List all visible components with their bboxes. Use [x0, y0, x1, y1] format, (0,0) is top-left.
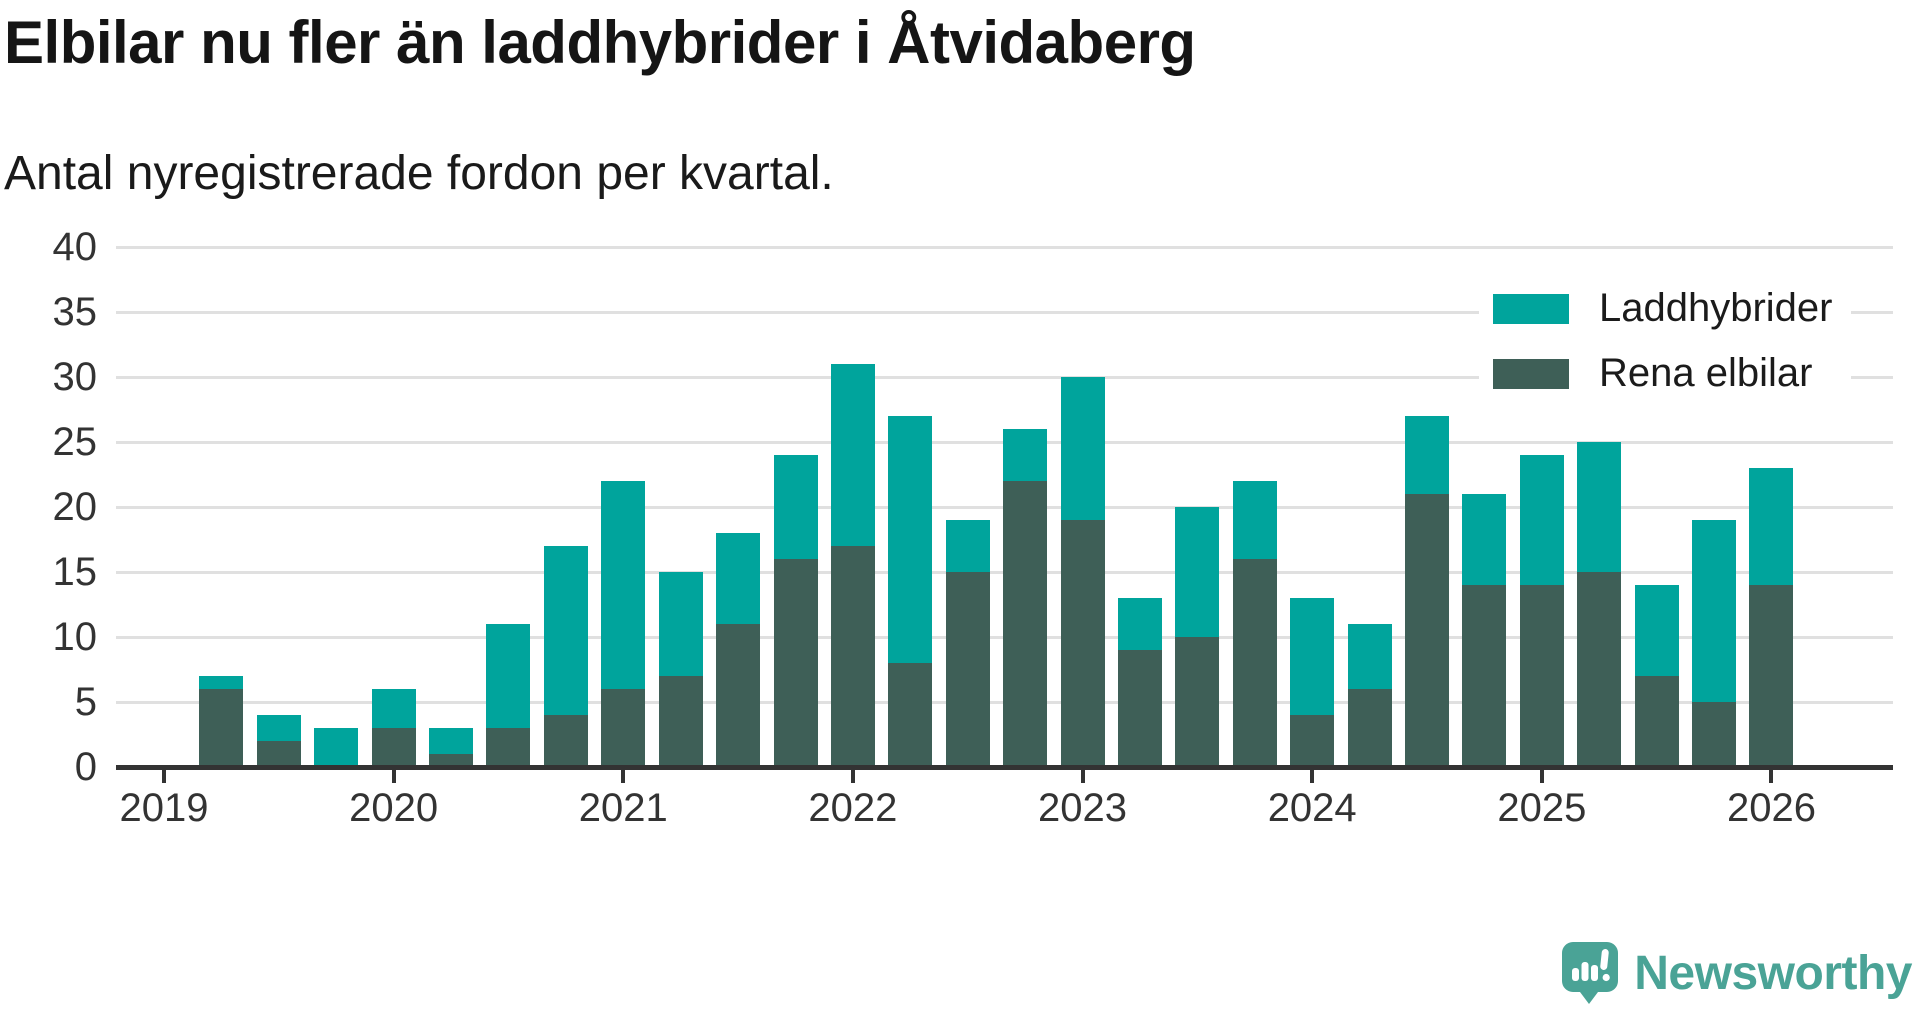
bar-2024-q3-laddhybrider: [1405, 416, 1449, 494]
bar-2021-q2-laddhybrider: [658, 572, 703, 676]
x-axis-label-2022: 2022: [808, 786, 898, 830]
legend-label: Laddhybrider: [1599, 286, 1833, 330]
bar-2024-q2-laddhybrider: [1347, 624, 1392, 689]
bar-2025-q4-rena-elbilar: [1692, 702, 1737, 767]
bar-2022-q2-laddhybrider: [888, 416, 933, 663]
x-axis-label-2020: 2020: [349, 786, 439, 830]
x-axis-line: [116, 765, 1893, 770]
bar-2022-q1-rena-elbilar: [830, 546, 875, 767]
bar-2025-q3-laddhybrider: [1634, 585, 1679, 676]
x-tick-2022: [850, 770, 855, 783]
bar-2025-q1-laddhybrider: [1519, 455, 1564, 585]
bar-2025-q3-rena-elbilar: [1634, 676, 1679, 767]
bar-2026-q1-laddhybrider: [1749, 468, 1794, 585]
bar-2022-q3-rena-elbilar: [945, 572, 990, 767]
x-axis-label-2024: 2024: [1267, 786, 1357, 830]
x-tick-2024: [1310, 770, 1315, 783]
x-tick-2021: [621, 770, 626, 783]
bar-2020-q2-rena-elbilar: [429, 754, 474, 767]
y-axis-label-0: 0: [74, 745, 97, 789]
legend-swatch-rena-elbilar: [1493, 358, 1569, 389]
bar-2023-q1-laddhybrider: [1060, 377, 1105, 520]
y-axis-label-10: 10: [52, 615, 98, 659]
x-tick-2025: [1539, 770, 1544, 783]
x-axis-label-2019: 2019: [119, 786, 209, 830]
bar-2025-q2-rena-elbilar: [1577, 572, 1622, 767]
bar-2023-q2-rena-elbilar: [1117, 650, 1162, 767]
y-axis-label-40: 40: [52, 225, 98, 269]
x-axis-label-2023: 2023: [1038, 786, 1128, 830]
bar-2020-q4-laddhybrider: [543, 546, 588, 715]
legend: Laddhybrider Rena elbilar: [1479, 278, 1851, 406]
bar-2022-q4-laddhybrider: [1003, 429, 1048, 481]
bar-2019-q3-rena-elbilar: [256, 741, 301, 767]
bar-2020-q4-rena-elbilar: [543, 715, 588, 767]
bar-2023-q4-laddhybrider: [1232, 481, 1277, 559]
bar-2021-q3-rena-elbilar: [716, 624, 761, 767]
y-axis-label-15: 15: [52, 550, 98, 594]
bar-2021-q1-laddhybrider: [601, 481, 646, 689]
bar-2026-q1-rena-elbilar: [1749, 585, 1794, 767]
x-tick-2019: [161, 770, 166, 783]
bar-2023-q3-laddhybrider: [1175, 507, 1220, 637]
bar-2023-q3-rena-elbilar: [1175, 637, 1220, 767]
bar-2022-q2-rena-elbilar: [888, 663, 933, 767]
newsworthy-logo-icon: [1562, 942, 1619, 1004]
bar-2025-q2-laddhybrider: [1577, 442, 1622, 572]
legend-label: Rena elbilar: [1599, 351, 1813, 395]
plot-area: [116, 246, 1893, 767]
x-axis-label-2026: 2026: [1726, 786, 1816, 830]
bar-2021-q4-rena-elbilar: [773, 559, 818, 767]
x-axis-label-2021: 2021: [578, 786, 668, 830]
legend-item-laddhybrider: Laddhybrider: [1493, 286, 1833, 331]
y-axis-label-20: 20: [52, 485, 98, 529]
bar-2022-q4-rena-elbilar: [1003, 481, 1048, 767]
y-axis-label-30: 30: [52, 355, 98, 399]
bar-2023-q1-rena-elbilar: [1060, 520, 1105, 767]
gridline-35: [116, 311, 1893, 314]
gridline-30: [116, 376, 1893, 379]
bar-2025-q4-laddhybrider: [1692, 520, 1737, 702]
y-axis-label-25: 25: [52, 420, 98, 464]
newsworthy-branding: Newsworthy: [1560, 940, 1912, 1006]
bar-2019-q2-rena-elbilar: [199, 689, 244, 767]
bar-2019-q4-laddhybrider: [314, 728, 359, 767]
bar-2024-q1-laddhybrider: [1290, 598, 1335, 715]
bar-2024-q3-rena-elbilar: [1405, 494, 1449, 767]
bar-2020-q1-laddhybrider: [371, 689, 416, 728]
bar-2019-q3-laddhybrider: [256, 715, 301, 741]
bar-2024-q4-laddhybrider: [1462, 494, 1507, 585]
bar-2022-q1-laddhybrider: [830, 364, 875, 546]
bar-2021-q3-laddhybrider: [716, 533, 761, 624]
bar-2020-q3-laddhybrider: [486, 624, 531, 728]
legend-swatch-laddhybrider: [1493, 293, 1569, 324]
bar-2024-q4-rena-elbilar: [1462, 585, 1507, 767]
bar-2021-q1-rena-elbilar: [601, 689, 646, 767]
x-axis-label-2025: 2025: [1497, 786, 1587, 830]
bar-2025-q1-rena-elbilar: [1519, 585, 1564, 767]
x-tick-2023: [1080, 770, 1085, 783]
y-axis-label-5: 5: [74, 680, 97, 724]
bar-2020-q2-laddhybrider: [429, 728, 474, 754]
legend-item-rena-elbilar: Rena elbilar: [1493, 351, 1833, 396]
x-tick-2026: [1769, 770, 1774, 783]
bar-2023-q2-laddhybrider: [1117, 598, 1162, 650]
chart-subtitle: Antal nyregistrerade fordon per kvartal.: [4, 147, 834, 200]
bar-2020-q3-rena-elbilar: [486, 728, 531, 767]
bar-2023-q4-rena-elbilar: [1232, 559, 1277, 767]
bar-2024-q2-rena-elbilar: [1347, 689, 1392, 767]
y-axis-label-35: 35: [52, 290, 98, 334]
gridline-40: [116, 246, 1893, 249]
x-tick-2020: [391, 770, 396, 783]
bar-2020-q1-rena-elbilar: [371, 728, 416, 767]
bar-2021-q4-laddhybrider: [773, 455, 818, 559]
newsworthy-brand-name: Newsworthy: [1634, 946, 1912, 1000]
chart-title: Elbilar nu fler än laddhybrider i Åtvida…: [4, 9, 1196, 76]
bar-2019-q2-laddhybrider: [199, 676, 244, 689]
bar-2022-q3-laddhybrider: [945, 520, 990, 572]
bar-2024-q1-rena-elbilar: [1290, 715, 1335, 767]
bar-2021-q2-rena-elbilar: [658, 676, 703, 767]
